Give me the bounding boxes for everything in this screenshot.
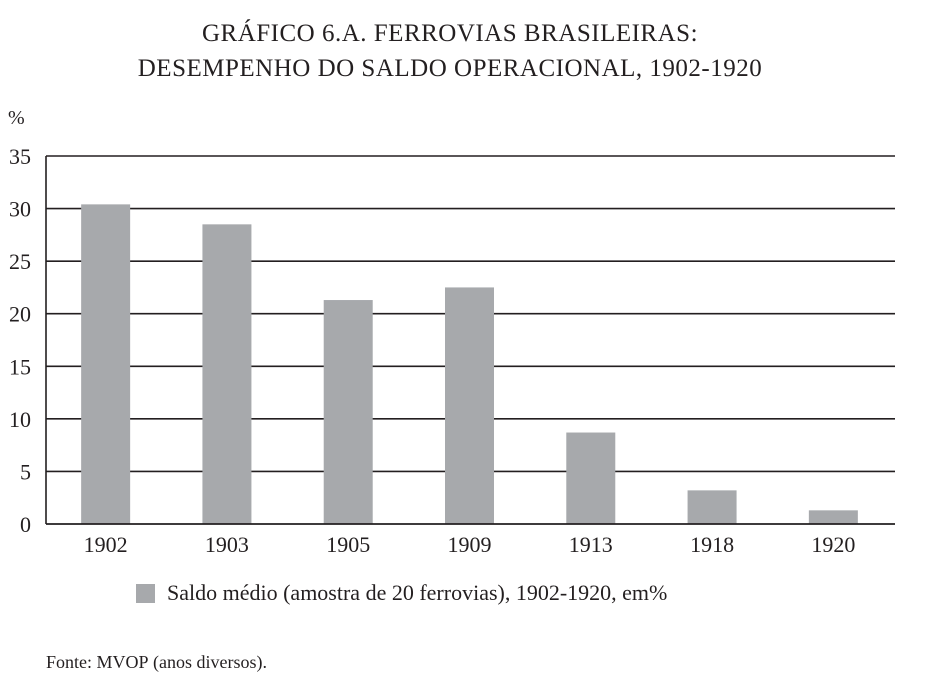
bar-1902 <box>81 204 131 524</box>
chart-title-line-1: GRÁFICO 6.A. FERROVIAS BRASILEIRAS: <box>201 20 699 47</box>
y-tick-label: 10 <box>9 407 31 432</box>
chart-title: GRÁFICO 6.A. FERROVIAS BRASILEIRAS: DESE… <box>0 16 900 86</box>
x-tick-label: 1913 <box>569 532 613 557</box>
bar-chart: % 0 5 10 15 20 25 30 35 1902 1903 1905 1909 1913 191… <box>8 107 895 557</box>
chart-title-line-2: DESEMPENHO DO SALDO OPERACIONAL, 1902-19… <box>137 55 763 82</box>
x-tick-label: 1920 <box>811 532 855 557</box>
y-tick-label: 0 <box>20 512 31 537</box>
legend-swatch <box>136 583 155 603</box>
x-tick-label: 1905 <box>326 532 370 557</box>
bar-1905 <box>323 300 373 524</box>
axes <box>45 156 895 525</box>
source-name: MVOP <box>96 652 149 672</box>
y-tick-label: 20 <box>9 302 31 327</box>
bar-1920 <box>808 510 858 524</box>
bars <box>81 204 858 525</box>
y-axis-label: % <box>8 107 25 129</box>
source-note: Fonte: MVOP (anos diversos). <box>46 652 267 673</box>
y-tick-label: 35 <box>9 144 31 169</box>
bar-1913 <box>566 432 616 524</box>
y-tick-label: 25 <box>9 249 31 274</box>
y-tick-label: 5 <box>20 459 31 484</box>
x-tick-label: 1902 <box>84 532 128 557</box>
y-tick-label: 30 <box>9 197 31 222</box>
legend-label: Saldo médio (amostra de 20 ferrovias), 1… <box>167 580 668 605</box>
bar-1903 <box>202 224 252 525</box>
legend: Saldo médio (amostra de 20 ferrovias), 1… <box>136 580 667 606</box>
bar-1918 <box>687 490 737 524</box>
source-suffix: (anos diversos). <box>148 652 268 672</box>
x-tick-label: 1909 <box>448 532 492 557</box>
bar-1909 <box>445 287 494 524</box>
source-prefix: Fonte: <box>46 652 97 672</box>
x-tick-label: 1903 <box>205 532 249 557</box>
y-tick-label: 15 <box>9 354 31 379</box>
x-tick-labels: 1902 1903 1905 1909 1913 1918 1920 <box>84 532 856 557</box>
x-tick-label: 1918 <box>690 532 734 557</box>
y-tick-labels: 0 5 10 15 20 25 30 35 <box>9 144 31 537</box>
